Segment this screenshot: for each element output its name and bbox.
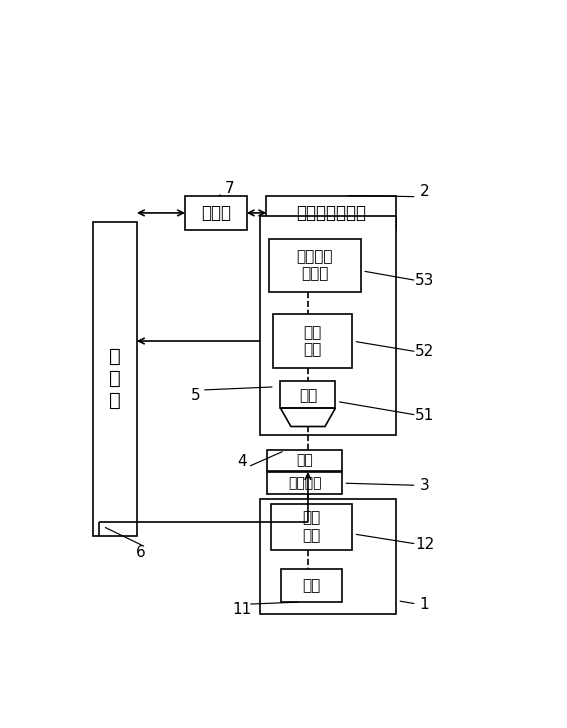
Text: 52: 52 [415,344,434,360]
Text: 照明
透镜: 照明 透镜 [302,510,320,543]
Bar [260,216,396,435]
Text: 成像
透镜: 成像 透镜 [303,325,321,357]
Text: 5: 5 [191,388,201,403]
Bar [267,450,342,471]
Text: 光源: 光源 [303,578,321,593]
Text: 6: 6 [136,545,146,560]
Text: 2: 2 [420,183,429,199]
Bar [267,472,342,494]
Bar [273,314,352,368]
Text: 53: 53 [415,273,434,288]
Text: 计
算
机: 计 算 机 [109,347,121,411]
Text: 12: 12 [415,537,434,552]
Text: 切片: 切片 [297,454,313,467]
Text: 控制器: 控制器 [201,204,231,222]
Text: 面阵图像
传感器: 面阵图像 传感器 [297,249,333,282]
Text: 1: 1 [420,597,429,612]
Bar [266,196,396,230]
Text: 物镜: 物镜 [299,388,317,403]
Text: 4: 4 [238,454,247,470]
Text: 7: 7 [225,181,234,196]
Polygon shape [281,408,336,427]
Bar [271,504,352,550]
Text: 3: 3 [420,478,429,493]
Bar [269,239,361,292]
Bar [93,222,137,536]
Bar [260,499,396,614]
Text: 51: 51 [415,408,434,423]
Bar [281,569,342,602]
Text: 11: 11 [232,602,252,617]
Text: 白动三维移动台: 白动三维移动台 [296,204,366,222]
Bar [185,196,247,230]
Text: 切片支架: 切片支架 [288,476,321,490]
Bar [281,381,336,408]
